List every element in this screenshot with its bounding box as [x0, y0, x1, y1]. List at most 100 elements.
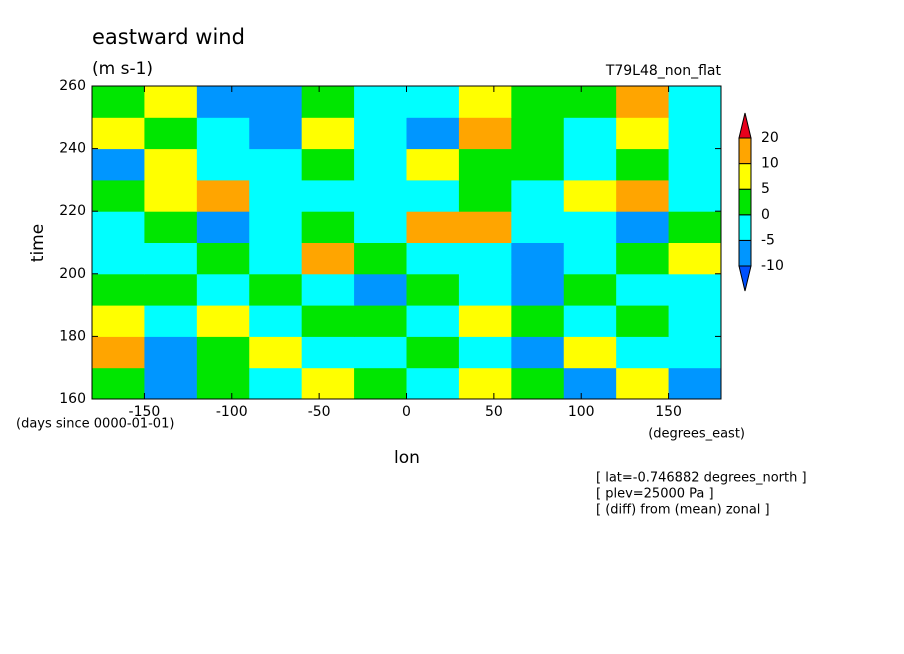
x-tick-label: -50 — [308, 404, 331, 420]
field-cell — [249, 148, 303, 181]
field-cell — [458, 305, 512, 337]
field-cell — [92, 148, 145, 181]
field-cell — [616, 367, 670, 400]
field-cell — [668, 305, 722, 337]
field-cell — [144, 273, 198, 306]
field-cell — [563, 273, 617, 306]
field-cell — [563, 367, 617, 400]
field-cell — [354, 117, 407, 150]
field-cell — [668, 148, 722, 181]
x-axis-label: lon — [394, 448, 420, 468]
y-tick-label: 260 — [59, 78, 86, 94]
note: [ (diff) from (mean) zonal ] — [596, 503, 770, 518]
field-cell — [144, 117, 198, 150]
field-cell — [511, 211, 565, 243]
field-cell — [406, 336, 460, 369]
field-cell — [406, 273, 460, 306]
field-cell — [196, 179, 250, 212]
field-cell — [196, 336, 250, 369]
field-cell — [301, 242, 355, 275]
field-cell — [616, 336, 670, 369]
colorbar-label: 10 — [761, 156, 779, 172]
x-axis-units: (degrees_east) — [648, 427, 745, 442]
field-cell — [406, 367, 460, 400]
field-cell — [406, 211, 460, 243]
field-cell — [144, 86, 198, 118]
x-tick-label: 50 — [485, 404, 503, 420]
colorbar-label: -5 — [761, 232, 775, 248]
field-cell — [249, 336, 303, 369]
field-cell — [144, 179, 198, 212]
field-cell — [196, 367, 250, 400]
field-cell — [511, 336, 565, 369]
field-cell — [563, 242, 617, 275]
field-cell — [144, 242, 198, 275]
field-cell — [196, 305, 250, 337]
field-cell — [249, 273, 303, 306]
y-axis-label: time — [28, 224, 48, 262]
colorbar-label: 0 — [761, 207, 770, 223]
field-cell — [196, 86, 250, 118]
field-cell — [301, 273, 355, 306]
x-tick-label: 0 — [402, 404, 411, 420]
field-cell — [563, 211, 617, 243]
field-cell — [354, 179, 407, 212]
field-cell — [668, 211, 722, 243]
field-cell — [196, 148, 250, 181]
note: [ plev=25000 Pa ] — [596, 487, 714, 502]
y-axis-units: (days since 0000-01-01) — [16, 417, 174, 432]
x-tick-label: 150 — [655, 404, 682, 420]
field-cell — [616, 242, 670, 275]
field-cell — [249, 86, 303, 118]
field-cell — [668, 86, 722, 118]
field-cell — [668, 273, 722, 306]
field-cell — [144, 148, 198, 181]
note: [ lat=-0.746882 degrees_north ] — [596, 471, 807, 486]
field-cell — [354, 273, 407, 306]
colorbar-box — [738, 188, 752, 216]
field-cell — [92, 242, 145, 275]
colorbar-box — [738, 163, 752, 190]
field-cell — [301, 211, 355, 243]
colorbar-arrow — [738, 265, 752, 292]
field-cell — [301, 336, 355, 369]
field-cell — [92, 211, 145, 243]
field-cell — [616, 179, 670, 212]
field-cell — [144, 367, 198, 400]
field-cell — [563, 117, 617, 150]
field-cell — [249, 117, 303, 150]
field-cell — [354, 211, 407, 243]
field-cell — [511, 179, 565, 212]
field-cell — [92, 367, 145, 400]
field-cell — [616, 148, 670, 181]
field-cell — [668, 367, 722, 400]
field-cell — [196, 273, 250, 306]
field-cell — [563, 86, 617, 118]
field-cell — [458, 117, 512, 150]
field-cell — [249, 242, 303, 275]
field-cell — [354, 148, 407, 181]
field-cell — [249, 305, 303, 337]
field-cell — [668, 117, 722, 150]
field-cell — [563, 336, 617, 369]
field-cell — [301, 179, 355, 212]
field-cell — [668, 179, 722, 212]
x-tick-label: 100 — [568, 404, 595, 420]
field-cell — [354, 367, 407, 400]
field-cell — [511, 86, 565, 118]
run-label: T79L48_non_flat — [605, 63, 722, 79]
field-cell — [511, 273, 565, 306]
field-cell — [196, 117, 250, 150]
y-tick-label: 160 — [59, 391, 86, 407]
field-cell — [354, 242, 407, 275]
field-cell — [144, 336, 198, 369]
field-cell — [458, 336, 512, 369]
colorbar-label: 20 — [761, 130, 779, 146]
y-tick-label: 220 — [59, 203, 86, 219]
field-cell — [511, 305, 565, 337]
field-cell — [563, 148, 617, 181]
field-cell — [458, 179, 512, 212]
field-cell — [616, 211, 670, 243]
field-cell — [301, 367, 355, 400]
field-cell — [511, 148, 565, 181]
